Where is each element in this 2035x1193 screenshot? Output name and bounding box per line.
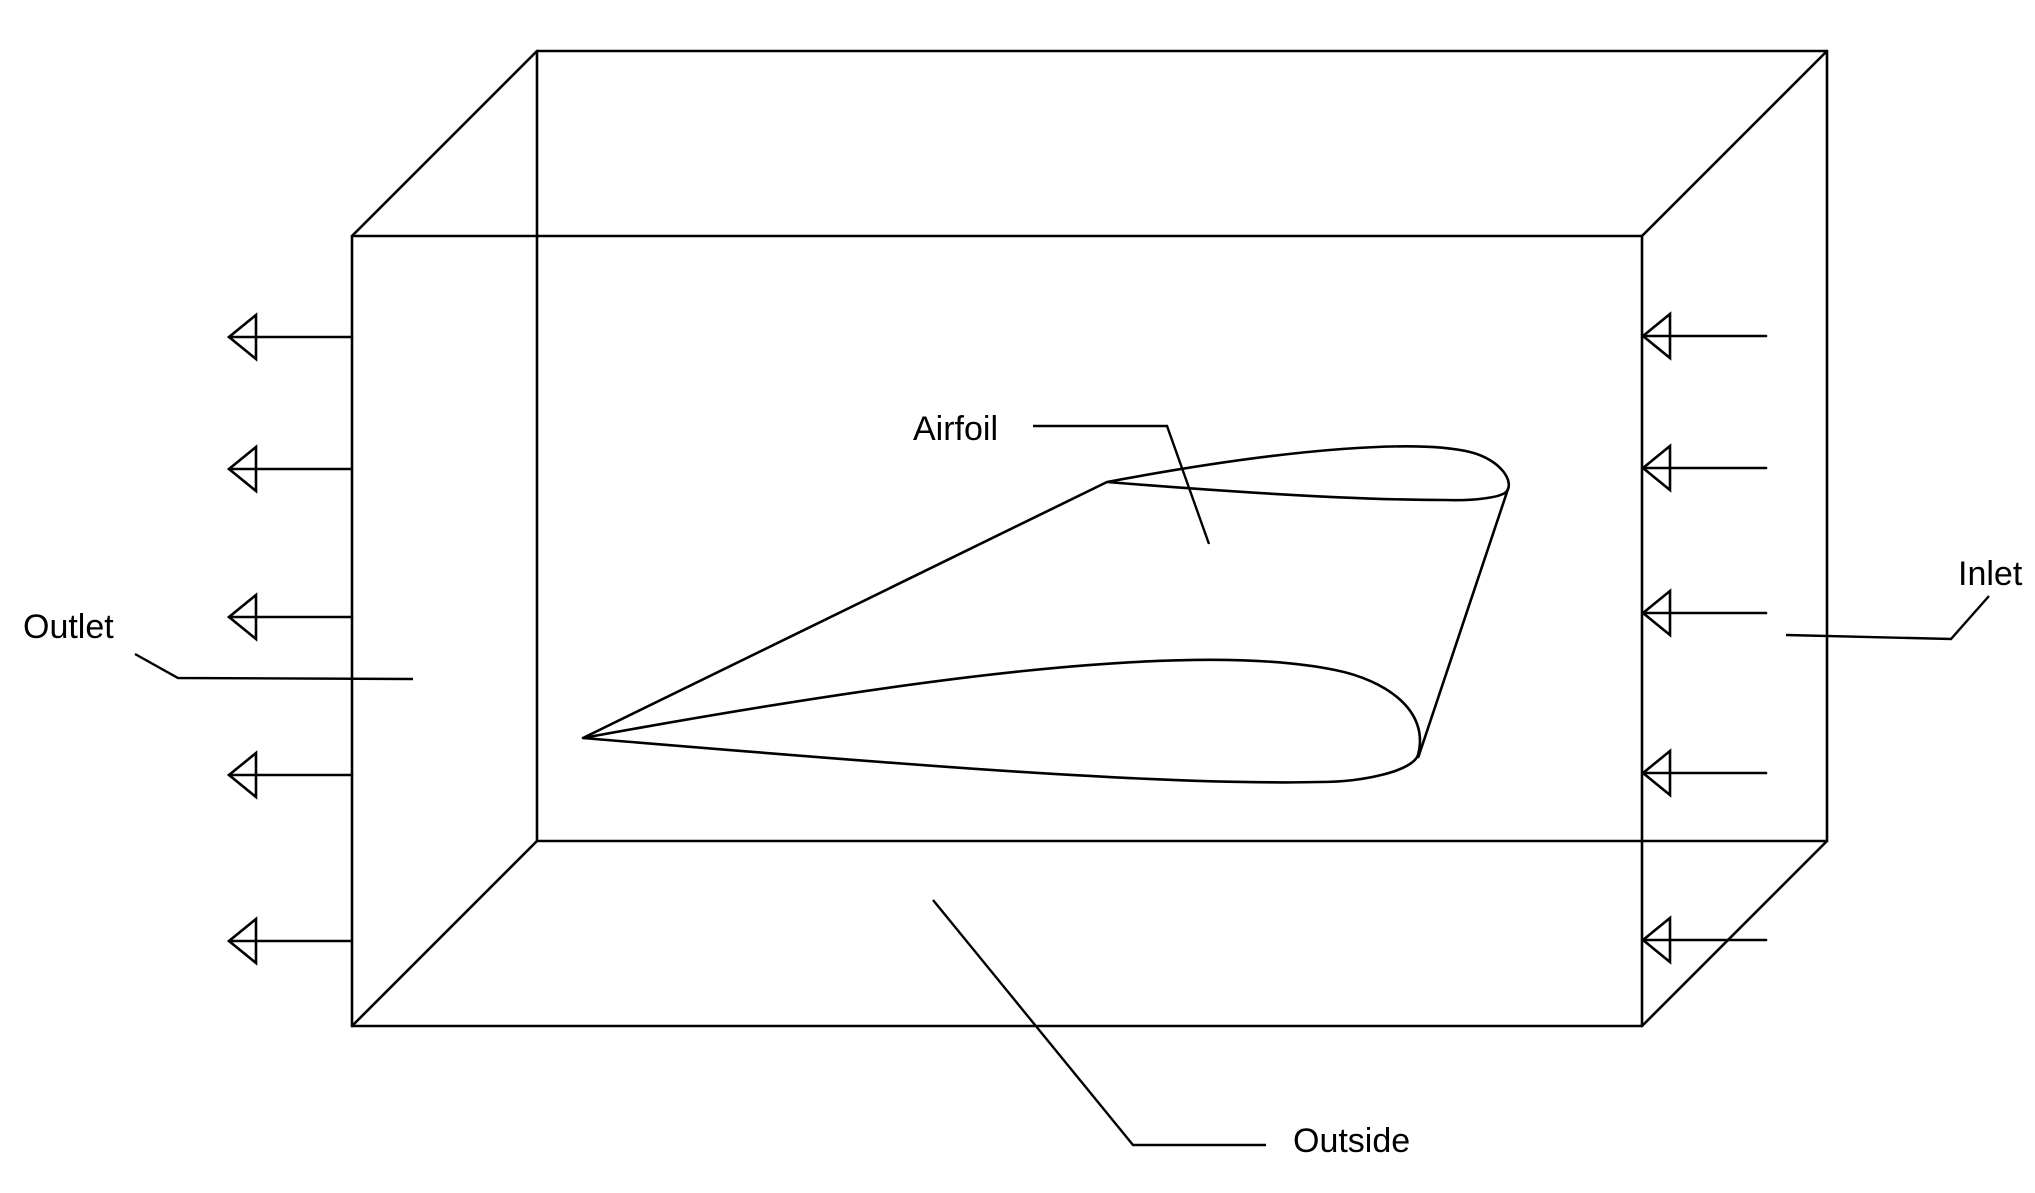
front-face (350, 234, 1644, 1028)
airfoil-leader-line (1033, 424, 1211, 545)
outlet-label: Outlet (23, 608, 114, 646)
outlet-arrow (226, 592, 354, 642)
outlet-arrow-head (226, 750, 258, 800)
outlet-arrow (226, 312, 354, 362)
outlet-arrow-head (226, 312, 258, 362)
inlet-arrow-head (1640, 443, 1672, 493)
edge-top-left (350, 49, 539, 238)
domain-box (350, 49, 1829, 1028)
inlet-arrow-head (1640, 915, 1672, 965)
outlet-arrow (226, 444, 354, 494)
edge-bottom-left (350, 839, 539, 1028)
outlet-arrow-head (226, 444, 258, 494)
airfoil-shape (581, 445, 1511, 784)
outlet-arrow (226, 750, 354, 800)
inlet-arrow-head (1640, 311, 1672, 361)
inlet-arrow (1640, 588, 1768, 638)
inlet-label: Inlet (1958, 555, 2023, 593)
outlet-arrow (226, 916, 354, 966)
inlet-arrow-head (1640, 588, 1672, 638)
inlet-arrow (1640, 748, 1768, 798)
back-face (535, 49, 1829, 843)
edge-top-right (1640, 49, 1829, 238)
airfoil-trailing-edge-span (582, 480, 1108, 740)
airfoil-leading-edge-span (1416, 488, 1510, 759)
inlet-leader-line (1785, 595, 1990, 641)
outside-leader-line (932, 899, 1266, 1147)
edge-bottom-right (1640, 839, 1829, 1028)
inlet-arrow (1640, 915, 1768, 965)
outlet-arrows (226, 312, 354, 966)
airfoil-far-section (1105, 445, 1511, 502)
inlet-arrows (1640, 311, 1768, 965)
outlet-leader-line (134, 652, 414, 681)
inlet-arrow (1640, 311, 1768, 361)
outside-label: Outside (1293, 1122, 1410, 1160)
outlet-arrow-head (226, 592, 258, 642)
outlet-arrow-head (226, 916, 258, 966)
airfoil-near-section (581, 658, 1422, 784)
inlet-arrow-head (1640, 748, 1672, 798)
inlet-arrow (1640, 443, 1768, 493)
airfoil-label: Airfoil (913, 410, 998, 448)
